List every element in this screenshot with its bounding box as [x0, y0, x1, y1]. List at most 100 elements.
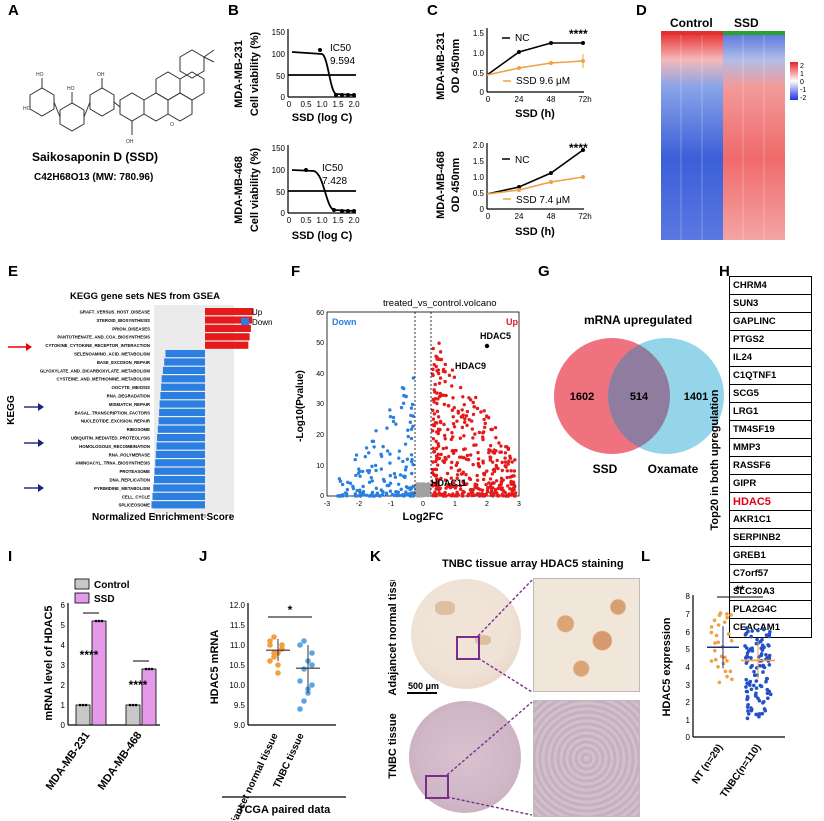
volcano-dot-up: [461, 447, 466, 452]
l-dot-tnbc: [754, 691, 758, 696]
gsea-bar: [151, 501, 205, 509]
gsea-term-label: PYRIMIDINE_METABOLISM: [94, 486, 150, 491]
volcano-dot-up: [471, 400, 475, 405]
volcano-dot-down: [370, 490, 375, 495]
svg-text:0: 0: [686, 733, 691, 742]
zoom-connector-lines: [446, 580, 533, 816]
volcano-dot-down: [362, 493, 366, 497]
volcano-dot-down: [411, 491, 415, 495]
gene-list-item: PLA2G4C: [730, 601, 811, 619]
heatmap-ssd-label: SSD: [734, 16, 759, 30]
svg-text:50: 50: [276, 188, 285, 197]
l-dot-tnbc: [745, 651, 750, 656]
volcano-dot-up: [481, 431, 485, 435]
j-dot-normal: [271, 650, 277, 656]
l-dot-tnbc: [754, 694, 758, 698]
l-dot-tnbc: [750, 649, 755, 653]
gsea-term-label: GLYOXYLATE_AND_DICARBOXYLATE_METABOLISM: [40, 368, 151, 373]
volcano-dot-up: [466, 494, 470, 498]
volcano-dot-up: [482, 493, 487, 497]
l-dot-tnbc: [760, 638, 764, 642]
volcano-dot-down: [397, 449, 402, 453]
svg-text:1.0: 1.0: [316, 100, 328, 109]
volcano-dot-up: [432, 388, 436, 392]
volcano-dot-up: [489, 486, 493, 490]
gsea-bar: [159, 408, 205, 416]
k-row-labels: Adajancet normal tissue TNBC tissue: [387, 580, 399, 779]
volcano-dot-up: [482, 425, 487, 429]
gsea-term-label: UBIQUITIN_MEDIATED_PROTEOLYSIS: [71, 436, 150, 441]
svg-text:0: 0: [61, 721, 66, 730]
gsea-bar: [165, 350, 205, 358]
svg-text:50: 50: [276, 72, 285, 81]
panel-label-f: F: [291, 263, 301, 280]
volcano-dot-down: [402, 393, 406, 398]
volcano-dot-down: [380, 492, 385, 497]
svg-text:50: 50: [316, 340, 324, 347]
f-gene-hdac9: HDAC9: [455, 361, 486, 371]
svg-text:NC: NC: [515, 155, 529, 166]
l-dot-tnbc: [756, 628, 760, 633]
volcano-dot-up: [432, 423, 437, 428]
l-dot-nt: [722, 620, 727, 624]
l-dot-tnbc: [766, 696, 770, 701]
volcano-dot-up: [430, 429, 435, 433]
gsea-bar: [162, 366, 205, 374]
volcano-dot-down: [353, 457, 357, 462]
volcano-dot-up: [434, 439, 438, 444]
bar-point: [147, 667, 151, 671]
gsea-term-label: HOMOLOGOUS_RECOMBINATION: [79, 444, 150, 449]
volcano-dot-up: [458, 487, 463, 492]
svg-text:1.5: 1.5: [332, 100, 344, 109]
svg-text:60: 60: [316, 310, 324, 317]
volcano-dot-up: [509, 479, 513, 484]
volcano-dot-up: [470, 427, 475, 431]
volcano-dot-up: [497, 483, 502, 488]
gsea-bar: [205, 324, 251, 332]
volcano-dot-ns: [418, 489, 422, 493]
volcano-dot-down: [409, 486, 414, 490]
k-title: TNBC tissue array HDAC5 staining: [442, 558, 624, 570]
svg-text:HO: HO: [67, 86, 75, 92]
svg-text:0.5: 0.5: [473, 189, 485, 198]
l-dot-tnbc: [745, 697, 749, 702]
gsea-term-label: RNA_DEGRADATION: [107, 394, 150, 399]
svg-text:1.5: 1.5: [473, 29, 485, 38]
volcano-dot-up: [451, 435, 455, 439]
bar-point: [81, 703, 85, 707]
gsea-bar: [205, 333, 250, 341]
volcano-dot-up: [499, 444, 503, 448]
volcano-dot-up: [470, 492, 474, 496]
panel-label-j: J: [199, 548, 208, 565]
svg-text:0: 0: [281, 209, 286, 218]
volcano-dot-up: [481, 435, 485, 439]
volcano-dot-up: [468, 453, 473, 457]
volcano-dot-up: [450, 431, 454, 435]
volcano-dot-up: [467, 396, 471, 400]
volcano-dot-up: [504, 444, 508, 449]
volcano-dot-up: [494, 449, 498, 453]
volcano-dot-down: [388, 489, 393, 493]
gsea-bar: [155, 459, 205, 467]
l-dot-nt: [717, 680, 722, 685]
volcano-dot-up: [460, 415, 465, 419]
svg-text:OD 450nm: OD 450nm: [450, 158, 462, 213]
volcano-dot-down: [403, 468, 408, 472]
volcano-dot-up: [485, 469, 489, 473]
l-dot-tnbc: [744, 677, 749, 682]
svg-text:0: 0: [800, 79, 804, 86]
volcano-dot-up: [452, 375, 457, 379]
l-dot-tnbc: [758, 683, 763, 688]
volcano-dot-up: [462, 420, 467, 424]
volcano-dot-up: [430, 372, 435, 376]
svg-text:Adajancet normal tissue: Adajancet normal tissue: [387, 580, 399, 696]
b-bottom-xlabel: SSD (log C): [292, 230, 353, 242]
volcano-dot-down: [402, 386, 406, 391]
volcano-dot-down: [358, 494, 363, 498]
j-dot-normal: [279, 642, 285, 648]
gsea-bar: [164, 358, 205, 366]
j-dot-tnbc: [301, 638, 307, 644]
l-dot-tnbc: [754, 641, 759, 646]
gsea-bar: [205, 308, 254, 316]
b-top-ic50-label: IC50: [330, 43, 352, 54]
